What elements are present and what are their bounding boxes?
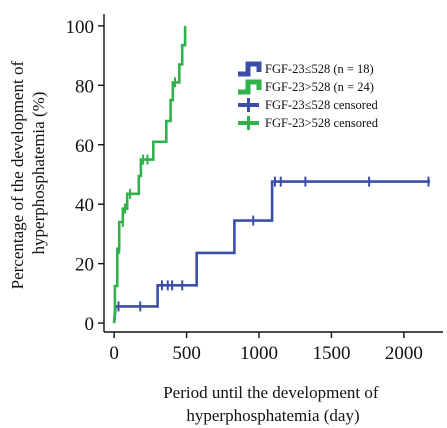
x-tick-label: 2000 — [385, 343, 423, 364]
legend-entry-high-step: FGF-23>528 (n = 24) — [238, 79, 374, 95]
x-tick-label: 500 — [172, 343, 201, 364]
series-layer — [112, 25, 430, 324]
y-tick-label: 60 — [75, 136, 94, 157]
legend-label-high-step: FGF-23>528 (n = 24) — [265, 80, 374, 94]
y-tick-label: 100 — [66, 17, 95, 38]
legend-label-low-censored: FGF-23≤528 censored — [265, 98, 379, 112]
y-tick-label: 80 — [75, 76, 94, 97]
x-axis-title-line-2: hyperphosphatemia (day) — [186, 406, 359, 425]
legend-swatch-low-step — [238, 61, 262, 77]
y-tick-label: 20 — [75, 255, 94, 276]
legend-swatch-high-step — [238, 79, 262, 95]
y-axis-ticks: 0 20 40 60 80 100 — [66, 17, 104, 335]
x-tick-label: 1500 — [312, 343, 350, 364]
y-tick-label: 40 — [75, 195, 94, 216]
x-axis-title-line-1: Period until the development of — [163, 383, 379, 402]
legend-entry-low-step: FGF-23≤528 (n = 18) — [238, 61, 374, 77]
legend-label-high-censored: FGF-23>528 censored — [265, 116, 379, 130]
series-line-1 — [112, 180, 430, 324]
x-tick-label: 0 — [109, 343, 119, 364]
legend-label-low-step: FGF-23≤528 (n = 18) — [265, 62, 374, 76]
y-tick-label: 0 — [85, 314, 95, 335]
x-axis-title: Period until the development of hyperpho… — [163, 383, 383, 425]
y-axis-title: Percentage of the development of hyperph… — [8, 57, 48, 290]
series-line-2 — [112, 25, 187, 324]
x-tick-label: 1000 — [240, 343, 278, 364]
y-axis-title-line-1: Percentage of the development of — [8, 61, 27, 290]
x-axis-ticks: 0 500 1000 1500 2000 — [109, 332, 423, 364]
legend-entry-low-censored: FGF-23≤528 censored — [238, 98, 379, 112]
legend-entry-high-censored: FGF-23>528 censored — [238, 116, 379, 130]
axes — [103, 14, 443, 333]
legend: FGF-23≤528 (n = 18) FGF-23>528 (n = 24) … — [238, 61, 379, 130]
y-axis-title-line-2: hyperphosphatemia (%) — [29, 92, 48, 255]
